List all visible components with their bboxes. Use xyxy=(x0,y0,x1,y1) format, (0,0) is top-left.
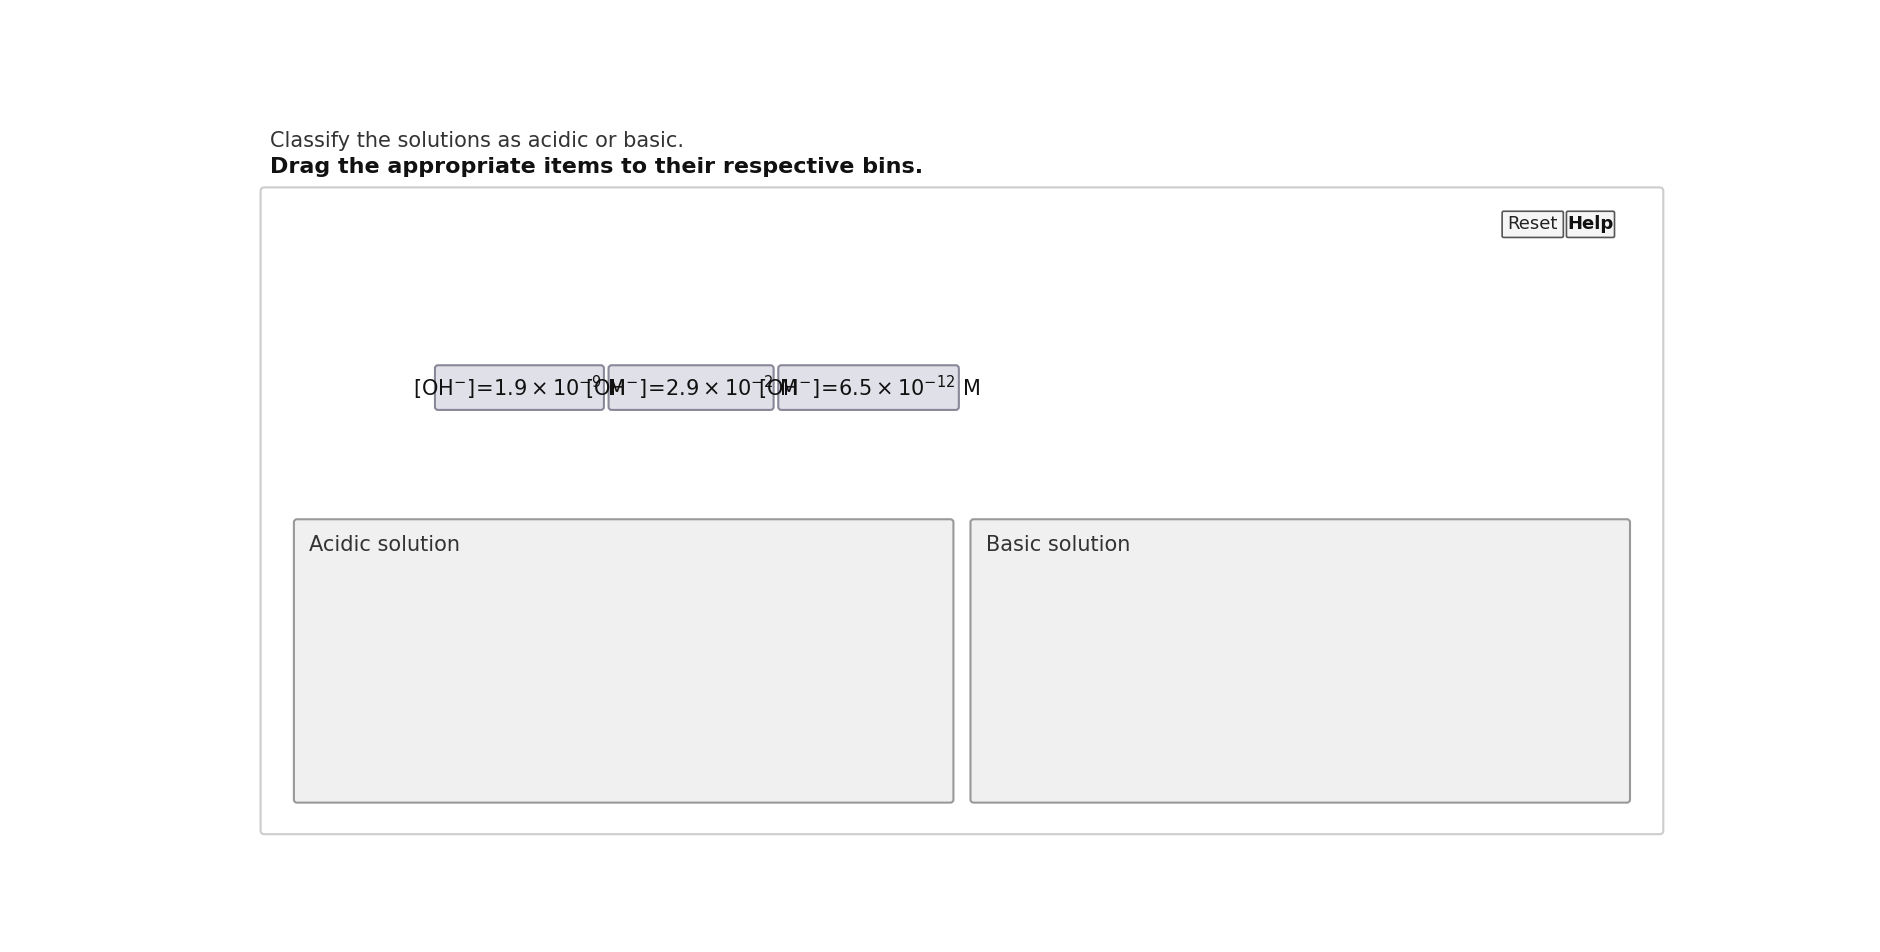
Text: Help: Help xyxy=(1568,215,1613,233)
FancyBboxPatch shape xyxy=(293,519,953,803)
FancyBboxPatch shape xyxy=(778,366,959,410)
Text: Basic solution: Basic solution xyxy=(985,535,1130,555)
Text: Acidic solution: Acidic solution xyxy=(310,535,461,555)
FancyBboxPatch shape xyxy=(261,188,1664,834)
Text: Drag the appropriate items to their respective bins.: Drag the appropriate items to their resp… xyxy=(271,156,923,176)
Text: $[\mathrm{OH}^{-}]\!=\!6.5 \times 10^{-12}\ \mathrm{M}$: $[\mathrm{OH}^{-}]\!=\!6.5 \times 10^{-1… xyxy=(758,373,979,402)
Text: $[\mathrm{OH}^{-}]\!=\!1.9 \times 10^{-9}\ \mathrm{M}$: $[\mathrm{OH}^{-}]\!=\!1.9 \times 10^{-9… xyxy=(414,373,626,402)
FancyBboxPatch shape xyxy=(1566,211,1615,237)
Text: $[\mathrm{OH}^{-}]\!=\!2.9 \times 10^{-2}\ \mathrm{M}$: $[\mathrm{OH}^{-}]\!=\!2.9 \times 10^{-2… xyxy=(585,373,797,402)
FancyBboxPatch shape xyxy=(609,366,775,410)
Text: Classify the solutions as acidic or basic.: Classify the solutions as acidic or basi… xyxy=(271,131,684,151)
FancyBboxPatch shape xyxy=(434,366,603,410)
FancyBboxPatch shape xyxy=(1502,211,1564,237)
Text: Reset: Reset xyxy=(1508,215,1559,233)
FancyBboxPatch shape xyxy=(970,519,1630,803)
